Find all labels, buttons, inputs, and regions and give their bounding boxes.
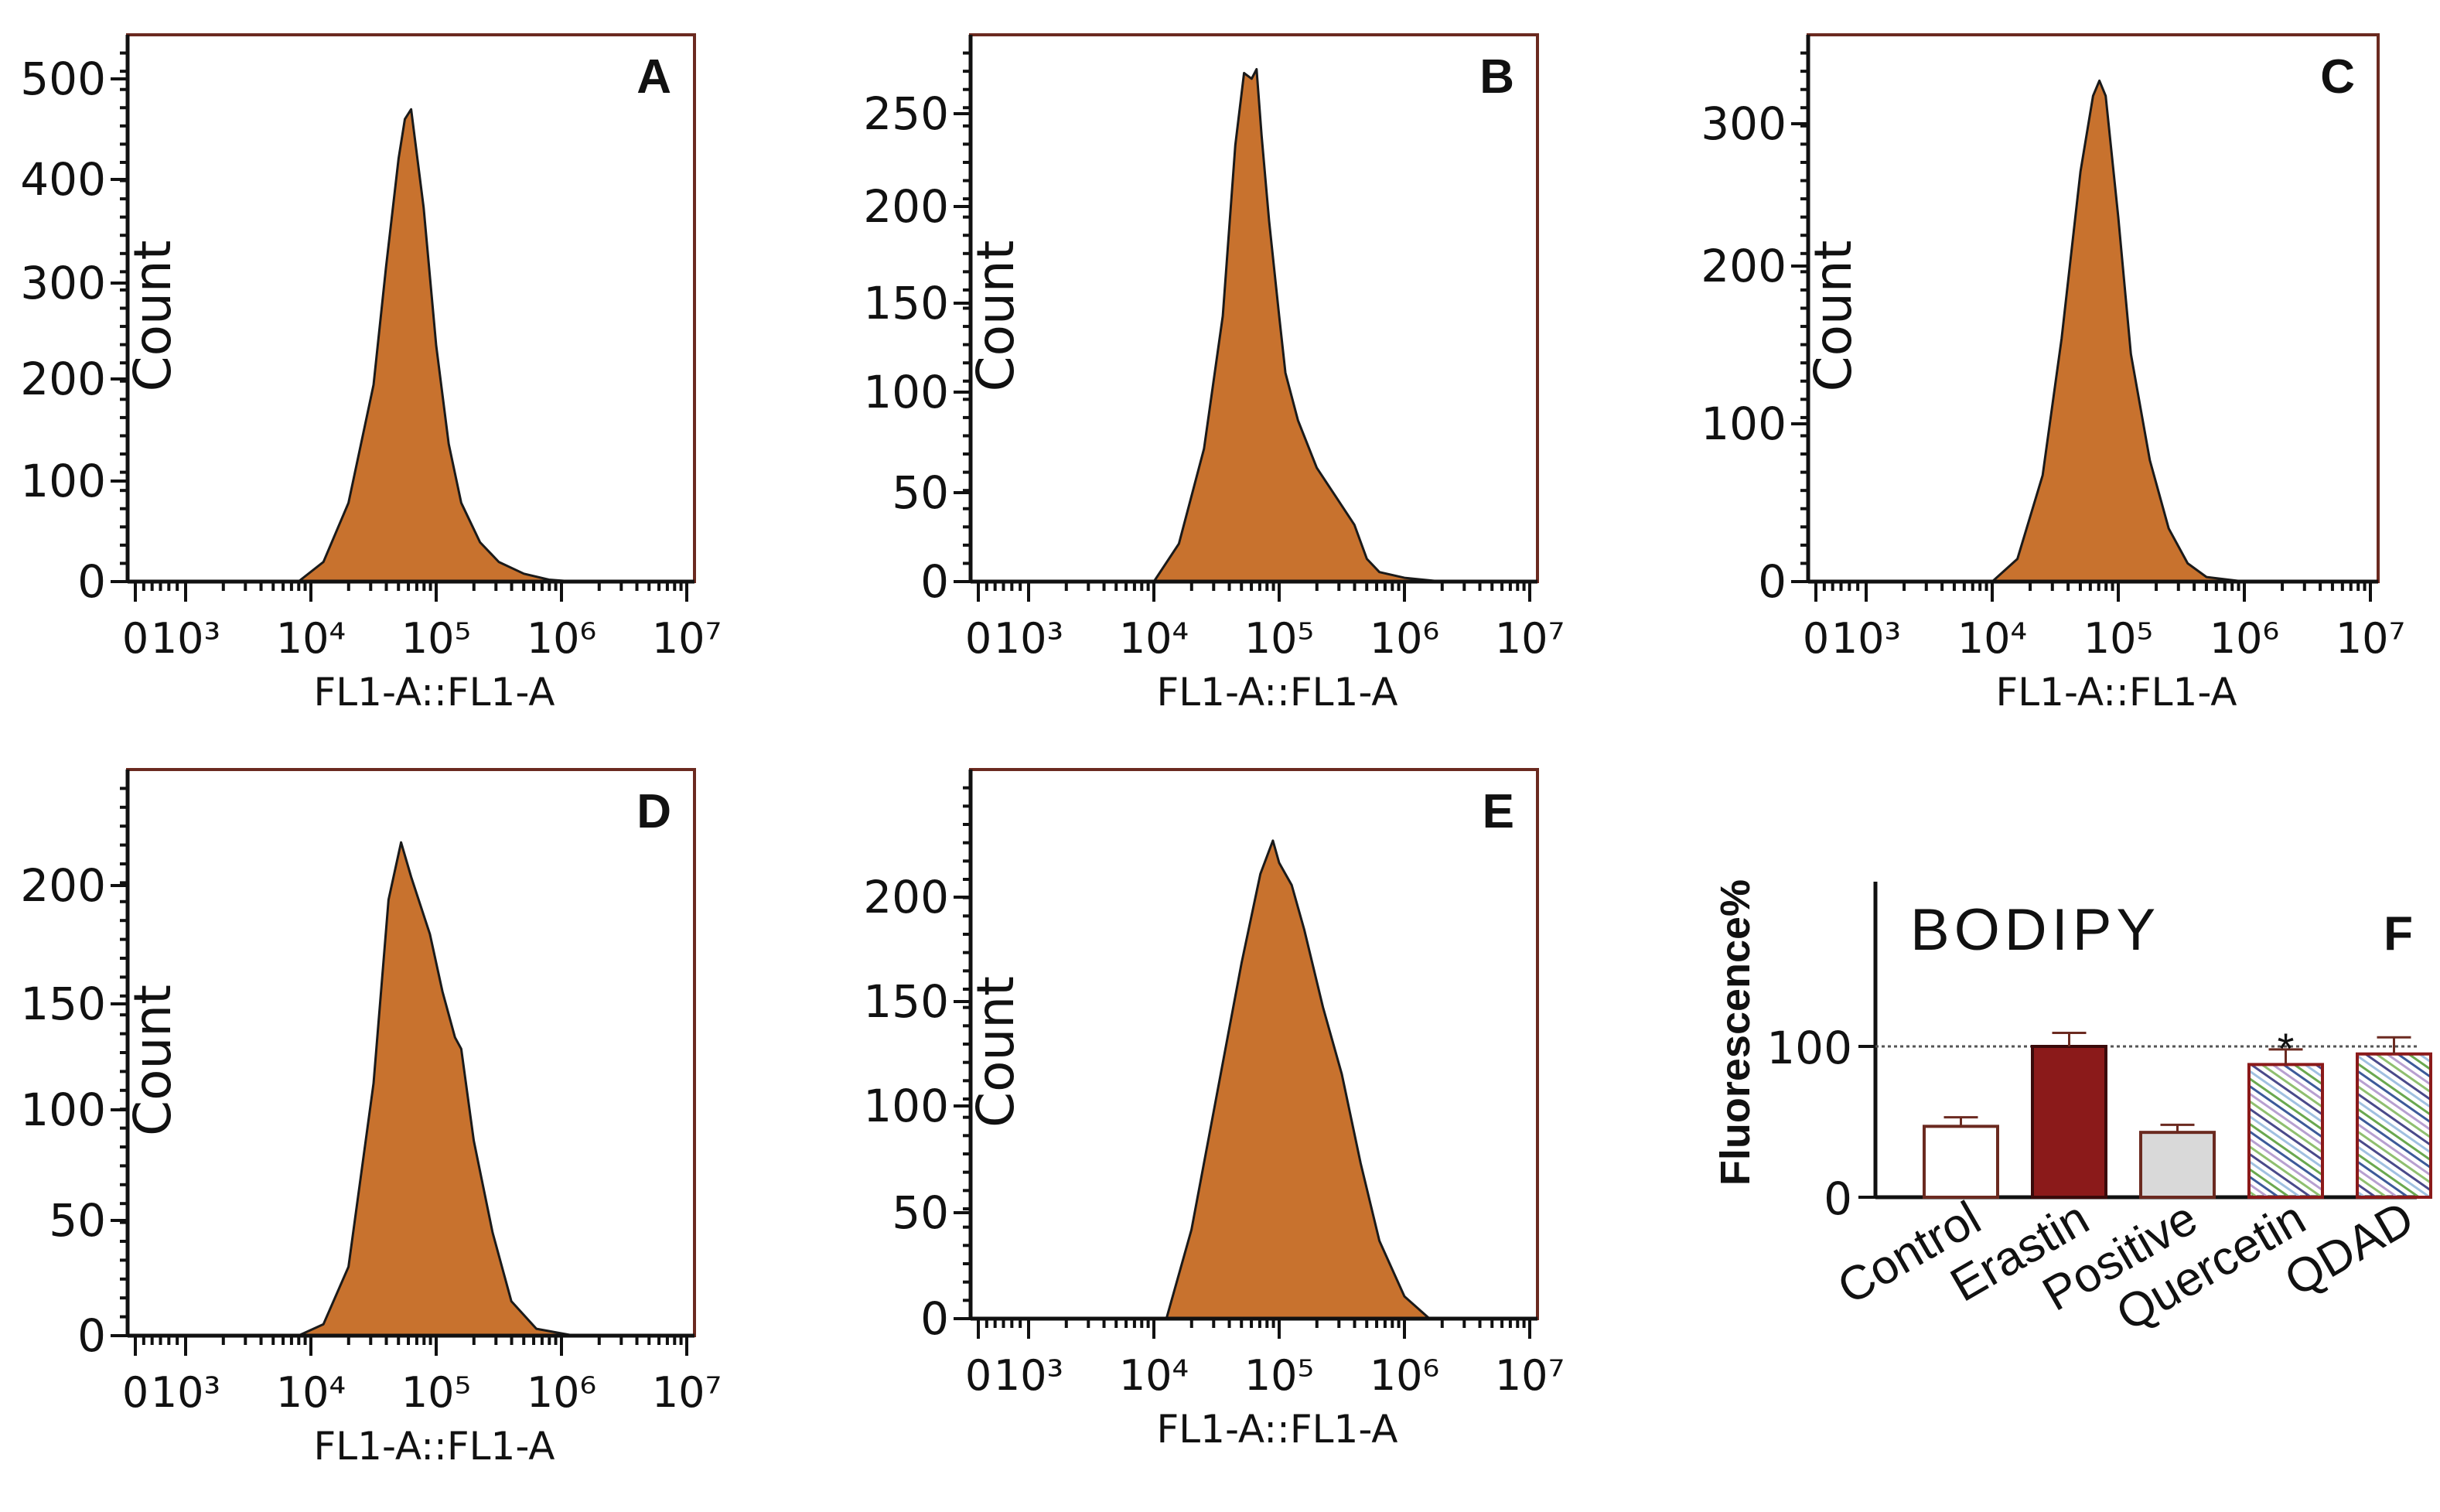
y-tick-label: 0 [920, 555, 949, 608]
panel-letter: B [1479, 50, 1514, 104]
y-tick-label: 200 [863, 180, 949, 233]
y-axis-title: Fluorescence% [1712, 879, 1759, 1186]
chart-title: BODIPY [1910, 897, 2160, 963]
x-tick-label: 10³ [1831, 614, 1901, 663]
x-tick-label: 0 [965, 614, 991, 663]
y-tick-label: 250 [863, 87, 949, 140]
x-tick-label: 10⁵ [1244, 614, 1314, 663]
panel-letter: A [636, 50, 671, 104]
y-tick-label: 100 [863, 366, 949, 418]
x-tick-label: 10⁶ [2210, 614, 2279, 663]
y-axis-title: Count [1804, 240, 1863, 391]
x-tick-label: 10⁷ [2336, 614, 2405, 663]
x-axis-title: FL1-A::FL1-A [314, 670, 555, 715]
y-tick-label: 50 [892, 1186, 949, 1239]
y-tick-label: 0 [77, 1309, 106, 1362]
x-tick-label: 10⁴ [1119, 1351, 1189, 1400]
y-tick-label: 100 [863, 1080, 949, 1132]
significance-star: * [2278, 1024, 2295, 1073]
y-tick-label: 0 [1758, 555, 1786, 608]
y-tick-label: 0 [1824, 1172, 1852, 1225]
histogram-area-b [1152, 68, 1444, 583]
category-label: QDAD [2276, 1191, 2423, 1306]
x-tick-label: 10³ [151, 1368, 220, 1417]
bar-control [1923, 1125, 1999, 1199]
x-tick-label: 10⁶ [1370, 614, 1439, 663]
bar-positive [2139, 1131, 2216, 1200]
y-axis-title: Count [966, 240, 1025, 391]
x-tick-label: 10³ [994, 614, 1063, 663]
x-tick-label: 10⁷ [652, 614, 722, 663]
x-tick-label: 10⁶ [527, 1368, 596, 1417]
x-tick-label: 10⁶ [527, 614, 596, 663]
y-tick-label: 300 [20, 257, 106, 309]
histogram-area-d [297, 841, 575, 1337]
histogram-area-c [1991, 79, 2246, 583]
y-tick-label: 50 [892, 466, 949, 519]
histogram-area-a [297, 108, 575, 583]
x-axis-title: FL1-A::FL1-A [1996, 670, 2237, 715]
y-tick-label: 150 [863, 975, 949, 1028]
bar-quercetin [2247, 1063, 2324, 1200]
y-tick-label: 200 [20, 353, 106, 405]
y-axis-title: Count [966, 976, 1025, 1128]
x-tick-label: 0 [122, 1368, 148, 1417]
x-tick-label: 10⁵ [401, 1368, 471, 1417]
x-tick-label: 10³ [994, 1351, 1063, 1400]
y-tick-label: 50 [49, 1194, 106, 1247]
x-tick-label: 10⁴ [1119, 614, 1189, 663]
x-tick-label: 10⁵ [2083, 614, 2153, 663]
histogram-area-e [1165, 839, 1431, 1320]
y-tick-label: 150 [20, 978, 106, 1030]
x-tick-label: 10⁷ [1495, 1351, 1565, 1400]
bar-qdad [2356, 1052, 2432, 1199]
x-tick-label: 10⁴ [276, 614, 346, 663]
x-tick-label: 10⁴ [1957, 614, 2027, 663]
y-tick-label: 100 [20, 1084, 106, 1136]
y-tick-label: 200 [1701, 240, 1786, 292]
y-tick-label: 100 [20, 455, 106, 507]
panel-letter: C [2320, 50, 2355, 104]
x-axis-title: FL1-A::FL1-A [1157, 670, 1398, 715]
y-tick-label: 400 [20, 153, 106, 206]
y-tick-label: 200 [20, 859, 106, 912]
x-tick-label: 0 [1803, 614, 1829, 663]
y-tick-label: 100 [1766, 1022, 1852, 1074]
y-tick-label: 200 [863, 871, 949, 923]
y-tick-label: 0 [77, 555, 106, 608]
y-tick-label: 500 [20, 53, 106, 105]
x-tick-label: 10⁴ [276, 1368, 346, 1417]
x-tick-label: 10⁵ [401, 614, 471, 663]
y-tick-label: 300 [1701, 97, 1786, 150]
panel-letter: E [1483, 785, 1514, 838]
x-axis-title: FL1-A::FL1-A [314, 1424, 555, 1469]
x-tick-label: 10⁷ [652, 1368, 722, 1417]
y-tick-label: 150 [863, 277, 949, 329]
y-tick-label: 0 [920, 1292, 949, 1345]
panel-letter: D [636, 785, 671, 838]
x-tick-label: 0 [122, 614, 148, 663]
bar-erastin [2031, 1045, 2107, 1199]
x-axis-title: FL1-A::FL1-A [1157, 1407, 1398, 1452]
y-axis-title: Count [123, 240, 183, 391]
x-tick-label: 10⁷ [1495, 614, 1565, 663]
y-axis-title: Count [123, 985, 183, 1136]
panel-letter: F [2384, 907, 2413, 961]
x-tick-label: 10³ [151, 614, 220, 663]
x-tick-label: 10⁵ [1244, 1351, 1314, 1400]
x-tick-label: 0 [965, 1351, 991, 1400]
y-tick-label: 100 [1701, 398, 1786, 450]
x-tick-label: 10⁶ [1370, 1351, 1439, 1400]
